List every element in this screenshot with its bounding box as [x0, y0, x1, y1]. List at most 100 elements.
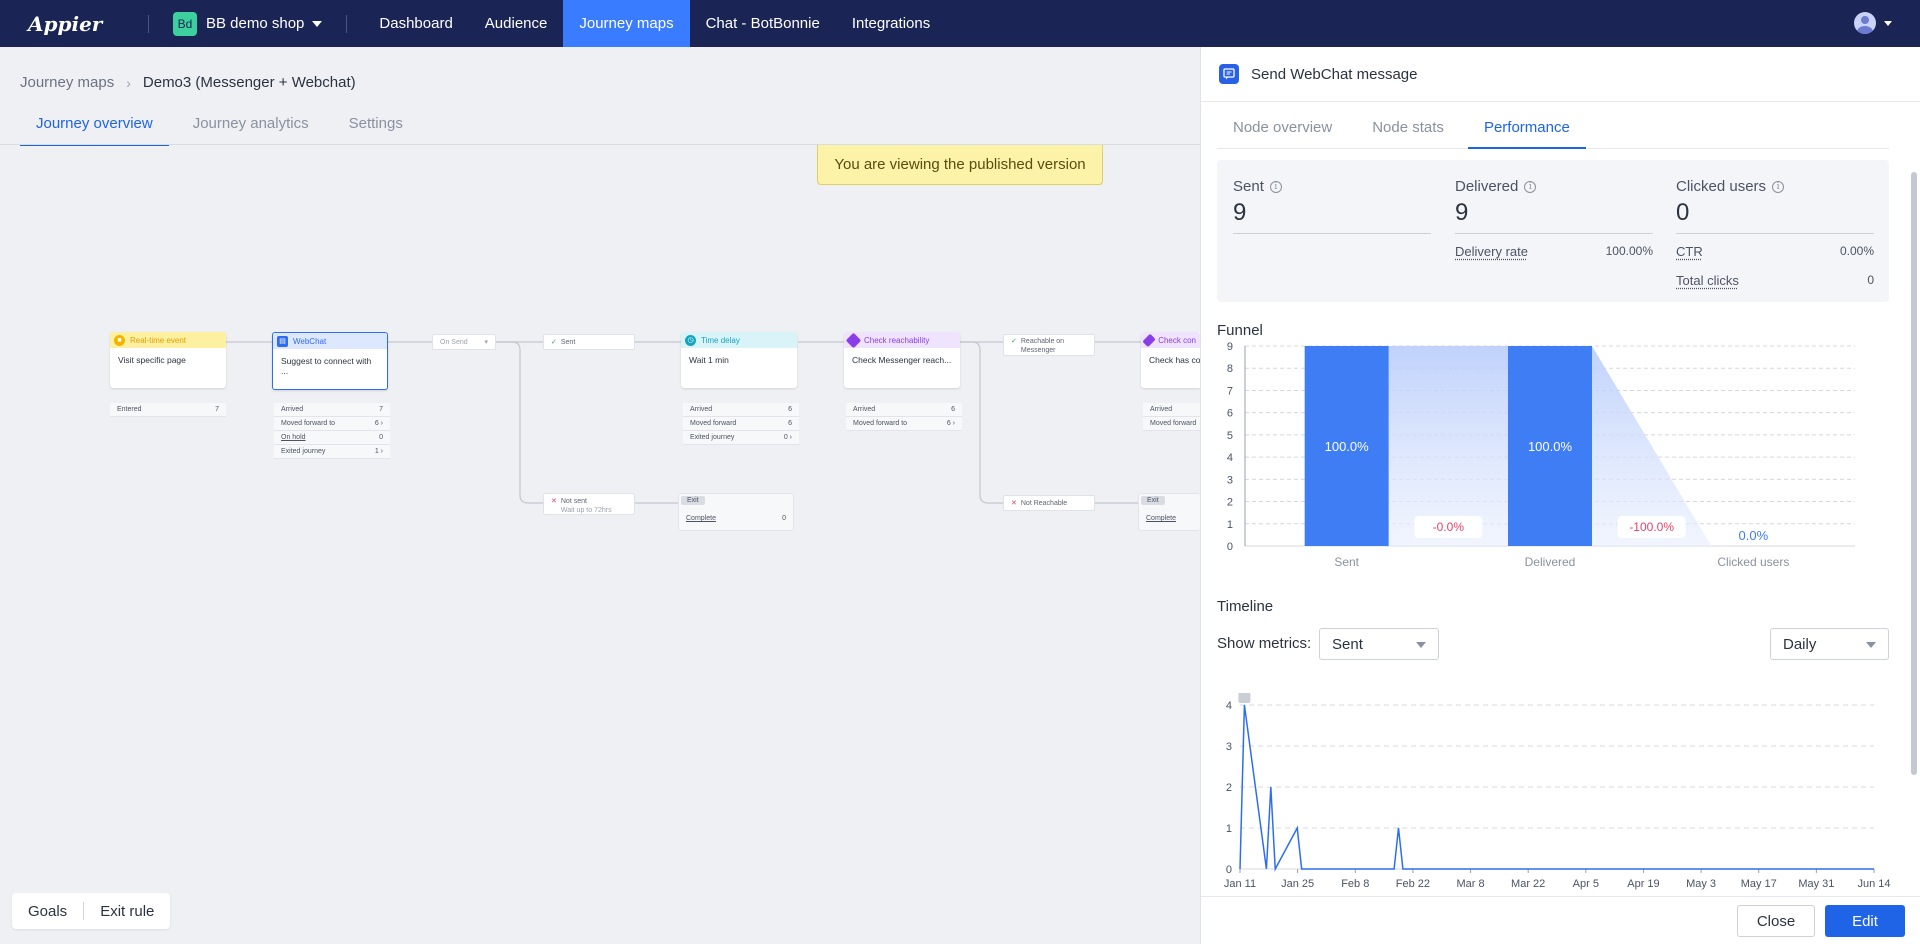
x-tick-label: Jan 25 [1281, 878, 1314, 890]
breadcrumb: Journey maps › Demo3 (Messenger + Webcha… [20, 74, 356, 91]
goals-button[interactable]: Goals [12, 903, 83, 920]
nav-chat-botbonnie[interactable]: Chat - BotBonnie [690, 0, 836, 47]
branch-on-send[interactable]: On Send ▾ [432, 334, 496, 350]
node-check-condition[interactable]: Check con Check has co [1141, 332, 1200, 388]
x-tick-label: Feb 8 [1341, 878, 1369, 890]
x-tick-label: Apr 19 [1627, 878, 1659, 890]
metric-sent: Sent i 9 [1233, 178, 1431, 234]
period-select[interactable]: Daily [1770, 628, 1889, 660]
stat-label: Arrived [281, 406, 303, 413]
tab-node-overview[interactable]: Node overview [1217, 117, 1348, 149]
nav-journey-maps[interactable]: Journey maps [563, 0, 689, 47]
info-icon[interactable]: i [1772, 181, 1784, 193]
drop-label: -100.0% [1629, 520, 1674, 534]
stat-label: Moved forward to [281, 420, 335, 427]
x-tick-label: Mar 22 [1511, 878, 1545, 890]
metric-value: 9 [1233, 199, 1431, 234]
stat-label: Arrived [853, 406, 875, 413]
metric-select[interactable]: Sent [1319, 628, 1439, 660]
exit-node[interactable]: Exit Complete [1138, 493, 1200, 531]
panel-tabs: Node overview Node stats Performance [1217, 117, 1889, 149]
stat-label: Arrived [1150, 406, 1172, 413]
app-logo[interactable]: Appier [28, 12, 148, 36]
stat-value[interactable]: 6 › [947, 420, 955, 427]
y-tick-label: 2 [1227, 497, 1233, 509]
nav-audience[interactable]: Audience [469, 0, 564, 47]
y-tick-label: 9 [1227, 341, 1233, 353]
node-stats: Arrived 6 Moved forward to 6 › [846, 403, 962, 431]
node-realtime-event[interactable]: ■ Real-time event Visit specific page [110, 332, 226, 388]
ctr-label[interactable]: CTR [1676, 244, 1703, 259]
node-body: Wait 1 min [681, 348, 797, 388]
journey-canvas[interactable]: ■ Real-time event Visit specific page En… [0, 145, 1200, 944]
tab-performance[interactable]: Performance [1468, 117, 1586, 149]
branch-not-sent[interactable]: ✕ Not sent Wait up to 72hrs [543, 493, 635, 515]
panel-header: Send WebChat message [1201, 47, 1920, 102]
shop-switcher[interactable]: Bd BB demo shop [173, 12, 322, 36]
total-clicks-label[interactable]: Total clicks [1676, 273, 1739, 288]
exit-node[interactable]: Exit Complete 0 [678, 493, 794, 531]
metric-value: 9 [1455, 199, 1653, 234]
x-tick-label: Mar 8 [1456, 878, 1484, 890]
delivery-rate-label[interactable]: Delivery rate [1455, 244, 1528, 259]
nav-dashboard[interactable]: Dashboard [363, 0, 468, 47]
branch-not-reachable[interactable]: ✕ Not Reachable [1003, 495, 1095, 511]
user-menu[interactable] [1854, 12, 1892, 34]
tab-node-stats[interactable]: Node stats [1356, 117, 1460, 149]
breadcrumb-journey-maps[interactable]: Journey maps [20, 74, 114, 91]
y-tick-label: 8 [1227, 363, 1233, 375]
branch-reachable[interactable]: ✓ Reachable on Messenger [1003, 334, 1095, 356]
stat-value[interactable]: 1 › [375, 448, 383, 455]
show-metrics-label: Show metrics: [1217, 635, 1311, 652]
node-body: Suggest to connect with ... [273, 349, 387, 389]
x-tick-label: Clicked users [1717, 555, 1789, 569]
node-type: Real-time event [130, 336, 186, 345]
funnel-title: Funnel [1217, 322, 1263, 339]
info-icon[interactable]: i [1270, 181, 1282, 193]
exit-label[interactable]: Complete [1146, 515, 1176, 522]
exit-tag: Exit [1141, 496, 1165, 505]
nav-integrations[interactable]: Integrations [836, 0, 946, 47]
chevron-down-icon [1866, 642, 1876, 648]
branch-sent[interactable]: ✓ Sent [543, 334, 635, 350]
node-type: Check con [1158, 336, 1196, 345]
info-icon[interactable]: i [1524, 181, 1536, 193]
y-tick-label: 6 [1227, 408, 1233, 420]
stat-label[interactable]: On hold [281, 434, 306, 441]
node-check-reachability[interactable]: Check reachability Check Messenger reach… [844, 332, 960, 388]
node-stats: Arrived 7 Moved forward to 6 › On hold 0 Ex… [274, 403, 390, 459]
edit-button[interactable]: Edit [1825, 905, 1905, 937]
total-clicks-value: 0 [1867, 273, 1874, 288]
exit-label[interactable]: Complete [686, 515, 716, 522]
stat-value[interactable]: 0 › [784, 434, 792, 441]
ctr-value: 0.00% [1840, 244, 1874, 259]
panel-scrollbar[interactable] [1911, 172, 1917, 775]
check-icon: ✓ [551, 338, 557, 346]
period-select-value: Daily [1783, 636, 1816, 653]
exit-rule-button[interactable]: Exit rule [84, 903, 170, 920]
close-button[interactable]: Close [1737, 905, 1815, 937]
funnel-chart: 0123456789-0.0% -100.0%100.0%Sent100.0%De… [1211, 339, 1891, 584]
node-body: Visit specific page [110, 348, 226, 388]
node-time-delay[interactable]: ◷ Time delay Wait 1 min [681, 332, 797, 388]
metric-label: Delivered [1455, 178, 1518, 195]
chat-icon [1219, 64, 1239, 84]
x-tick-label: Sent [1334, 555, 1359, 569]
metric-value: 0 [1676, 199, 1874, 234]
stat-value[interactable]: 6 › [375, 420, 383, 427]
node-webchat[interactable]: ▤ WebChat Suggest to connect with ... [272, 332, 388, 390]
tab-journey-analytics[interactable]: Journey analytics [177, 112, 325, 146]
stat-label: Exited journey [281, 448, 325, 455]
event-icon: ■ [114, 335, 125, 346]
delivery-rate-value: 100.00% [1606, 244, 1653, 259]
cross-icon: ✕ [551, 497, 557, 505]
chevron-down-icon [1416, 642, 1426, 648]
tab-journey-overview[interactable]: Journey overview [20, 112, 169, 146]
top-nav: Appier Bd BB demo shop Dashboard Audienc… [0, 0, 1920, 47]
annotation-marker [1238, 693, 1250, 703]
node-type: Time delay [701, 336, 740, 345]
published-version-banner: You are viewing the published version [817, 145, 1103, 185]
bar-label: 100.0% [1325, 439, 1370, 454]
metric-select-value: Sent [1332, 636, 1363, 653]
tab-settings[interactable]: Settings [333, 112, 419, 146]
